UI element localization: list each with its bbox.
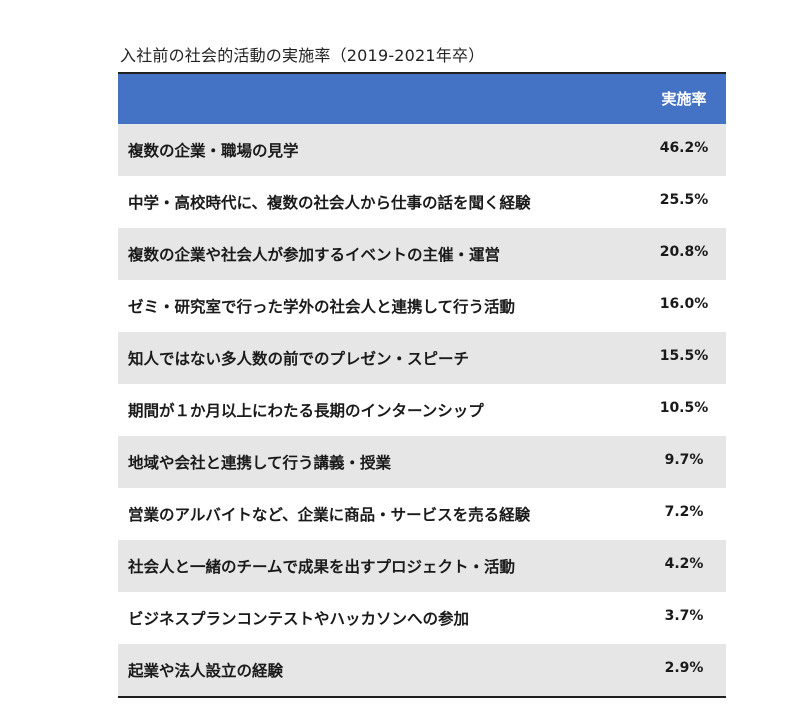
row-label: 社会人と一緒のチームで成果を出すプロジェクト・活動 (128, 558, 516, 576)
activity-rate-table: 実施率 複数の企業・職場の見学 46.2% 中学・高校時代に、複数の社会人から仕事の… (118, 72, 726, 698)
row-label: 地域や会社と連携して行う講義・授業 (128, 454, 392, 472)
row-value: 20.8% (659, 244, 709, 260)
row-label: 複数の企業・職場の見学 (128, 142, 299, 160)
row-value: 3.7% (664, 608, 704, 624)
row-label: ゼミ・研究室で行った学外の社会人と連携して行う活動 (128, 298, 516, 316)
column-header-rate: 実施率 (661, 90, 707, 108)
row-value: 15.5% (659, 348, 709, 364)
table-row: ビジネスプランコンテストやハッカソンへの参加 3.7% (118, 592, 726, 644)
table-bottom-rule (118, 696, 726, 698)
table-row: 知人ではない多人数の前でのプレゼン・スピーチ 15.5% (118, 332, 726, 384)
table-title: 入社前の社会的活動の実施率（2019-2021年卒） (120, 46, 485, 65)
row-value: 7.2% (664, 504, 704, 520)
row-value: 25.5% (659, 192, 709, 208)
table-row: 営業のアルバイトなど、企業に商品・サービスを売る経験 7.2% (118, 488, 726, 540)
row-label: ビジネスプランコンテストやハッカソンへの参加 (128, 610, 470, 628)
row-label: 知人ではない多人数の前でのプレゼン・スピーチ (128, 350, 470, 368)
row-label: 期間が１か月以上にわたる長期のインターンシップ (128, 402, 484, 420)
row-label: 起業や法人設立の経験 (128, 662, 284, 680)
table-row: 期間が１か月以上にわたる長期のインターンシップ 10.5% (118, 384, 726, 436)
row-value: 46.2% (659, 140, 709, 156)
row-value: 16.0% (659, 296, 709, 312)
table-body: 複数の企業・職場の見学 46.2% 中学・高校時代に、複数の社会人から仕事の話を聞く… (118, 124, 726, 696)
table-header: 実施率 (118, 72, 726, 124)
row-value: 10.5% (659, 400, 709, 416)
row-label: 営業のアルバイトなど、企業に商品・サービスを売る経験 (128, 506, 531, 524)
row-value: 4.2% (664, 556, 704, 572)
table-row: 複数の企業・職場の見学 46.2% (118, 124, 726, 176)
row-label: 複数の企業や社会人が参加するイベントの主催・運営 (128, 246, 501, 264)
table-row: 中学・高校時代に、複数の社会人から仕事の話を聞く経験 25.5% (118, 176, 726, 228)
table-row: 地域や会社と連携して行う講義・授業 9.7% (118, 436, 726, 488)
table-row: ゼミ・研究室で行った学外の社会人と連携して行う活動 16.0% (118, 280, 726, 332)
table-row: 起業や法人設立の経験 2.9% (118, 644, 726, 696)
row-label: 中学・高校時代に、複数の社会人から仕事の話を聞く経験 (128, 194, 531, 212)
row-value: 2.9% (664, 660, 704, 676)
table-row: 社会人と一緒のチームで成果を出すプロジェクト・活動 4.2% (118, 540, 726, 592)
table-row: 複数の企業や社会人が参加するイベントの主催・運営 20.8% (118, 228, 726, 280)
row-value: 9.7% (664, 452, 704, 468)
